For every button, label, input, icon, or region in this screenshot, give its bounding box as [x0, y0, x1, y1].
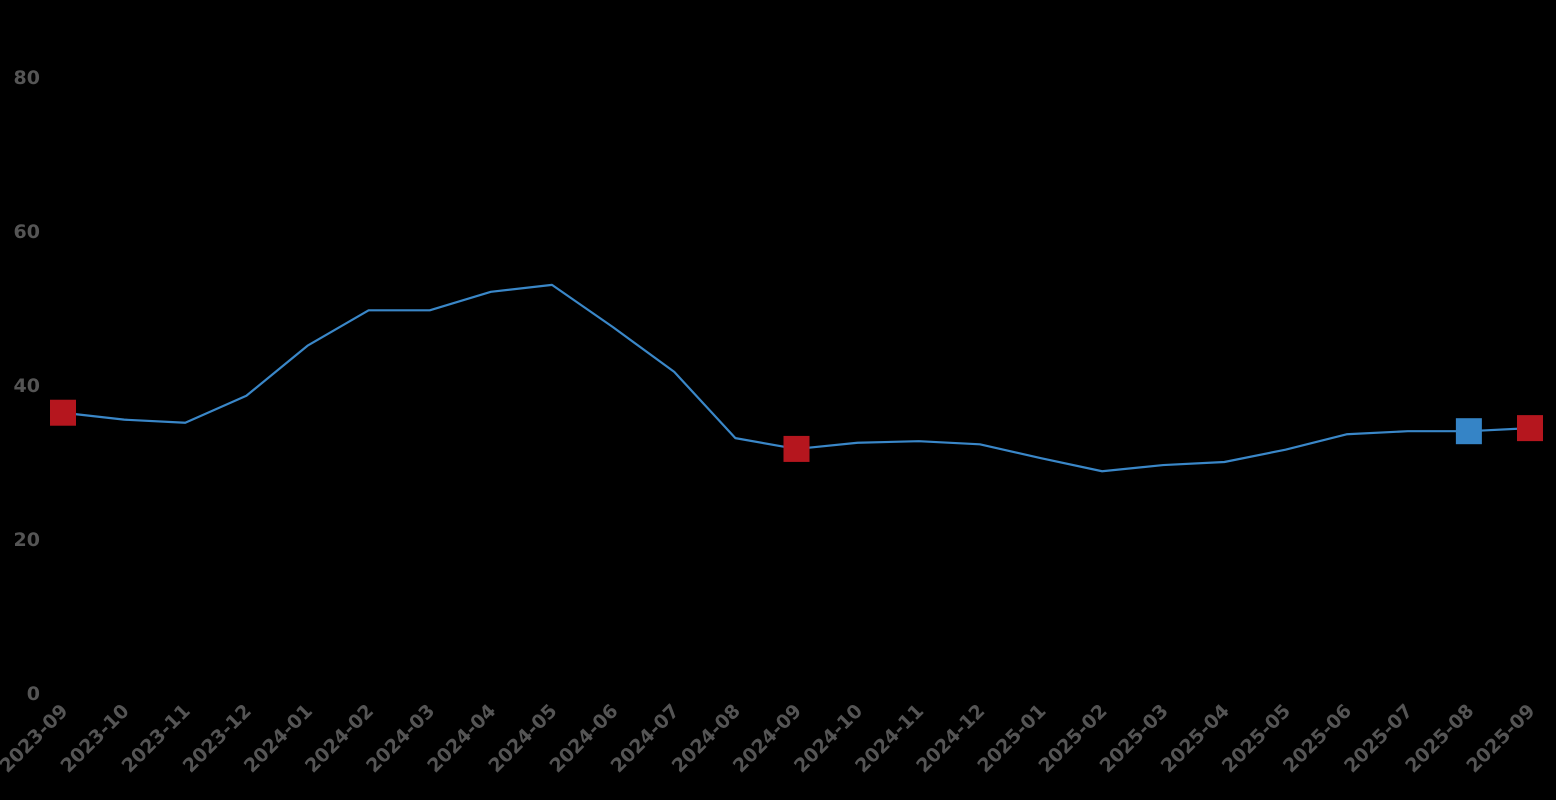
- point-marker: [1517, 415, 1543, 442]
- y-tick-label: 20: [14, 529, 40, 551]
- markers: [50, 399, 1543, 462]
- y-axis: 0 20 40 60 80: [14, 67, 40, 705]
- point-marker: [50, 399, 76, 426]
- y-tick-label: 80: [14, 67, 40, 89]
- x-axis: 2023-092023-102023-112023-122024-012024-…: [0, 700, 1540, 777]
- point-marker: [1455, 418, 1482, 445]
- point-marker: [783, 435, 810, 462]
- y-tick-label: 60: [14, 221, 40, 243]
- y-tick-label: 0: [27, 683, 40, 705]
- y-tick-label: 40: [14, 375, 40, 397]
